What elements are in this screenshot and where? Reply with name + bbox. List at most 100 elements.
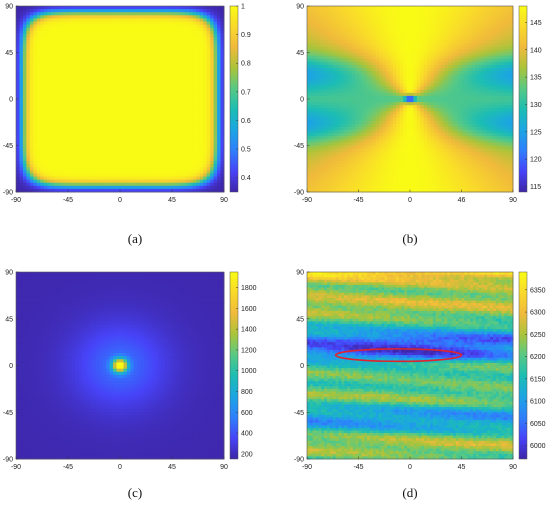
- heatmap-cell: [185, 37, 190, 41]
- heatmap-cell: [147, 99, 152, 103]
- heatmap-cell: [310, 130, 315, 134]
- heatmap-cell: [95, 6, 100, 10]
- heatmap-cell: [203, 173, 208, 177]
- heatmap-cell: [379, 179, 383, 184]
- heatmap-cell: [130, 6, 135, 10]
- heatmap-cell: [109, 164, 114, 168]
- heatmap-cell: [217, 64, 221, 69]
- heatmap-cell: [78, 188, 83, 193]
- heatmap-cell: [310, 176, 315, 180]
- heatmap-cell: [54, 111, 58, 115]
- heatmap-cell: [85, 133, 90, 137]
- heatmap-cell: [147, 170, 152, 174]
- heatmap-cell: [109, 154, 114, 159]
- heatmap-cell: [161, 136, 166, 140]
- heatmap-cell: [68, 145, 72, 149]
- heatmap-cell: [47, 61, 52, 66]
- heatmap-cell: [185, 157, 190, 162]
- heatmap-cell: [50, 170, 55, 174]
- heatmap-cell: [137, 68, 142, 72]
- heatmap-cell: [116, 49, 121, 53]
- heatmap-cell: [57, 164, 62, 168]
- heatmap-cell: [310, 15, 315, 19]
- heatmap-cell: [64, 117, 69, 122]
- heatmap-cell: [168, 27, 173, 32]
- heatmap-cell: [109, 58, 114, 63]
- heatmap-cell: [19, 145, 24, 149]
- heatmap-cell: [40, 30, 45, 35]
- heatmap-cell: [217, 108, 221, 112]
- heatmap-cell: [50, 46, 55, 50]
- heatmap-cell: [81, 15, 86, 19]
- heatmap-cell: [50, 24, 55, 29]
- heatmap-cell: [341, 114, 346, 118]
- heatmap-cell: [47, 55, 52, 60]
- heatmap-cell: [116, 102, 121, 106]
- heatmap-cell: [144, 55, 149, 60]
- heatmap-cell: [375, 151, 380, 156]
- heatmap-cell: [140, 43, 145, 47]
- heatmap-cell: [95, 55, 100, 60]
- heatmap-cell: [368, 179, 373, 184]
- heatmap-cell: [33, 37, 38, 41]
- heatmap-cell: [368, 182, 373, 187]
- heatmap-cell: [78, 77, 83, 81]
- heatmap-cell: [113, 71, 117, 75]
- heatmap-cell: [372, 27, 377, 32]
- heatmap-cell: [71, 21, 76, 25]
- heatmap-cell: [140, 139, 145, 143]
- heatmap-cell: [102, 15, 107, 19]
- heatmap-cell: [220, 37, 225, 41]
- heatmap-cell: [102, 179, 107, 184]
- heatmap-cell: [120, 6, 124, 10]
- heatmap-cell: [71, 58, 76, 63]
- heatmap-cell: [140, 123, 145, 128]
- heatmap-cell: [344, 173, 349, 177]
- heatmap-cell: [154, 77, 159, 81]
- heatmap-cell: [324, 71, 328, 75]
- heatmap-cell: [43, 117, 48, 122]
- heatmap-cell: [382, 105, 387, 109]
- heatmap-cell: [33, 18, 38, 22]
- heatmap-cell: [99, 92, 104, 97]
- heatmap-cell: [40, 108, 45, 112]
- heatmap-cell: [192, 68, 197, 72]
- heatmap-cell: [54, 61, 58, 66]
- heatmap-cell: [341, 64, 346, 69]
- heatmap-cell: [74, 64, 79, 69]
- heatmap-cell: [33, 43, 38, 47]
- heatmap-cell: [189, 117, 194, 122]
- heatmap-cell: [102, 105, 107, 109]
- heatmap-cell: [126, 139, 131, 143]
- heatmap-cell: [78, 12, 83, 16]
- heatmap-cell: [344, 179, 349, 184]
- heatmap-cell: [130, 30, 135, 35]
- heatmap-cell: [85, 105, 90, 109]
- heatmap-cell: [199, 145, 204, 149]
- heatmap-cell: [365, 92, 370, 97]
- heatmap-cell: [54, 18, 58, 22]
- heatmap-cell: [327, 24, 332, 29]
- heatmap-cell: [344, 105, 349, 109]
- heatmap-cell: [130, 108, 135, 112]
- heatmap-cell: [361, 145, 366, 149]
- heatmap-cell: [78, 102, 83, 106]
- heatmap-cell: [47, 52, 52, 56]
- heatmap-cell: [33, 58, 38, 63]
- heatmap-cell: [137, 89, 142, 94]
- heatmap-cell: [348, 58, 353, 63]
- heatmap-cell: [317, 102, 322, 106]
- heatmap-cell: [344, 49, 349, 53]
- y-tick-label: 0: [9, 97, 13, 104]
- heatmap-cell: [88, 80, 93, 84]
- heatmap-cell: [172, 126, 176, 131]
- heatmap-cell: [317, 49, 322, 53]
- heatmap-cell: [113, 37, 117, 41]
- heatmap-cell: [113, 139, 117, 143]
- heatmap-cell: [365, 157, 370, 162]
- heatmap-cell: [78, 21, 83, 25]
- heatmap-cell: [337, 61, 342, 66]
- heatmap-cell: [189, 64, 194, 69]
- heatmap-cell: [106, 188, 110, 193]
- heatmap-cell: [324, 182, 328, 187]
